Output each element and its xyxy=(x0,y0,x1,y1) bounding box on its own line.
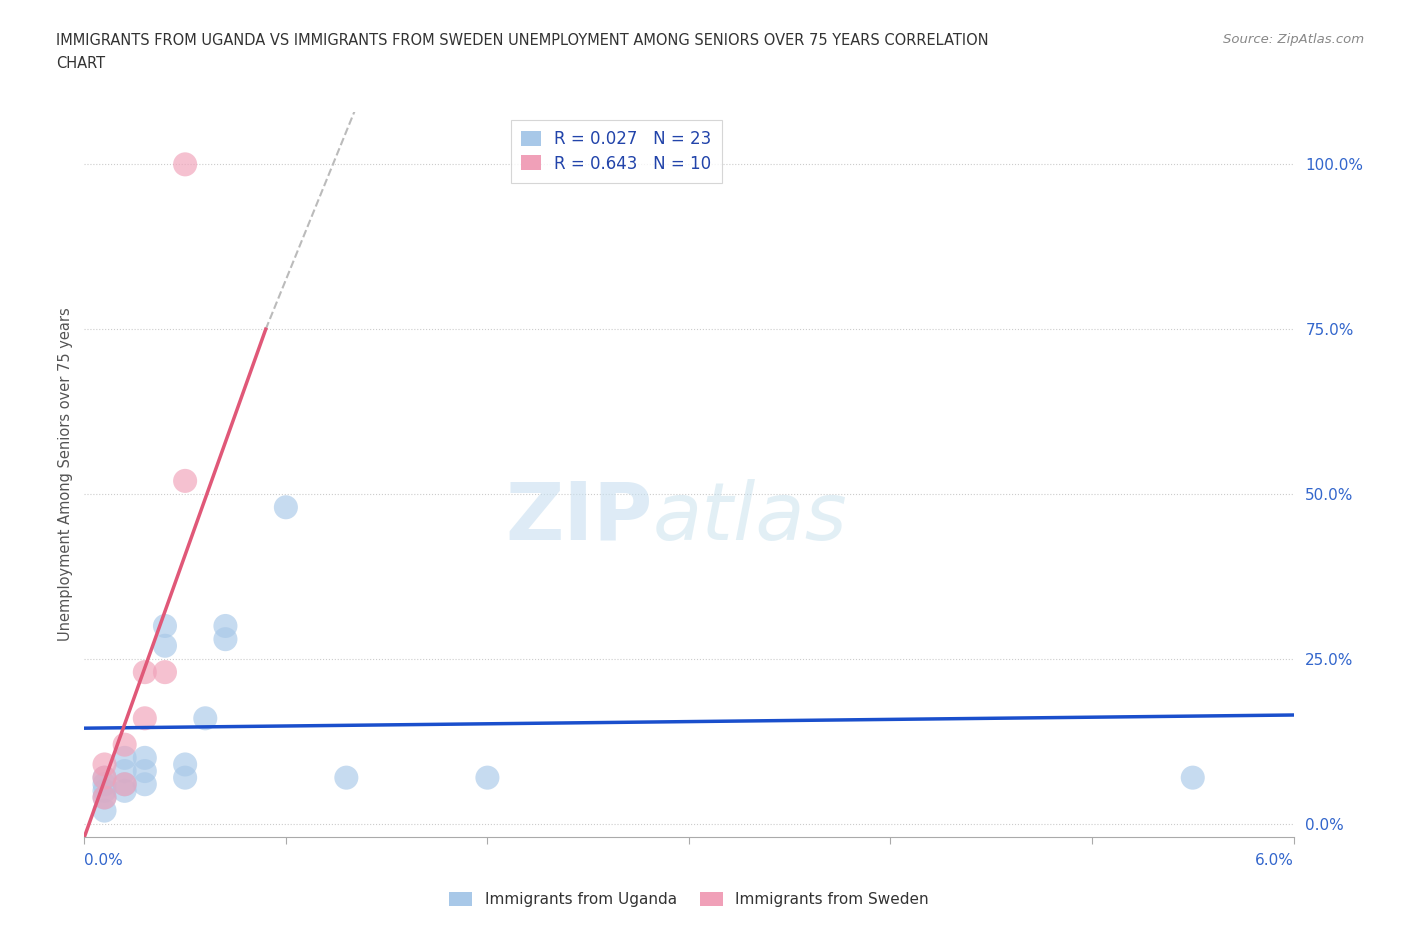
Point xyxy=(134,764,156,778)
Text: ZIP: ZIP xyxy=(505,479,652,557)
Point xyxy=(93,770,115,785)
Point xyxy=(93,790,115,804)
Point xyxy=(114,777,136,791)
Point xyxy=(134,777,156,791)
Point xyxy=(93,777,115,791)
Text: atlas: atlas xyxy=(652,479,848,557)
Point xyxy=(274,499,297,514)
Point xyxy=(153,665,176,680)
Point xyxy=(477,770,499,785)
Point xyxy=(1181,770,1204,785)
Text: 6.0%: 6.0% xyxy=(1254,853,1294,868)
Point xyxy=(134,751,156,765)
Point xyxy=(174,770,197,785)
Text: IMMIGRANTS FROM UGANDA VS IMMIGRANTS FROM SWEDEN UNEMPLOYMENT AMONG SENIORS OVER: IMMIGRANTS FROM UGANDA VS IMMIGRANTS FRO… xyxy=(56,33,988,47)
Point xyxy=(335,770,357,785)
Point xyxy=(134,665,156,680)
Point xyxy=(214,631,236,646)
Text: CHART: CHART xyxy=(56,56,105,71)
Point xyxy=(214,618,236,633)
Point xyxy=(194,711,217,725)
Text: 0.0%: 0.0% xyxy=(84,853,124,868)
Point xyxy=(174,757,197,772)
Point xyxy=(153,638,176,653)
Y-axis label: Unemployment Among Seniors over 75 years: Unemployment Among Seniors over 75 years xyxy=(58,308,73,641)
Point xyxy=(114,764,136,778)
Point xyxy=(114,777,136,791)
Text: Source: ZipAtlas.com: Source: ZipAtlas.com xyxy=(1223,33,1364,46)
Legend: R = 0.027   N = 23, R = 0.643   N = 10: R = 0.027 N = 23, R = 0.643 N = 10 xyxy=(512,120,721,182)
Point xyxy=(134,711,156,725)
Point xyxy=(114,751,136,765)
Point xyxy=(174,157,197,172)
Point xyxy=(174,473,197,488)
Point xyxy=(114,737,136,752)
Point xyxy=(114,783,136,798)
Legend: Immigrants from Uganda, Immigrants from Sweden: Immigrants from Uganda, Immigrants from … xyxy=(443,885,935,913)
Point xyxy=(153,618,176,633)
Point xyxy=(93,783,115,798)
Point xyxy=(93,770,115,785)
Point xyxy=(93,804,115,818)
Point xyxy=(93,757,115,772)
Point xyxy=(93,790,115,804)
